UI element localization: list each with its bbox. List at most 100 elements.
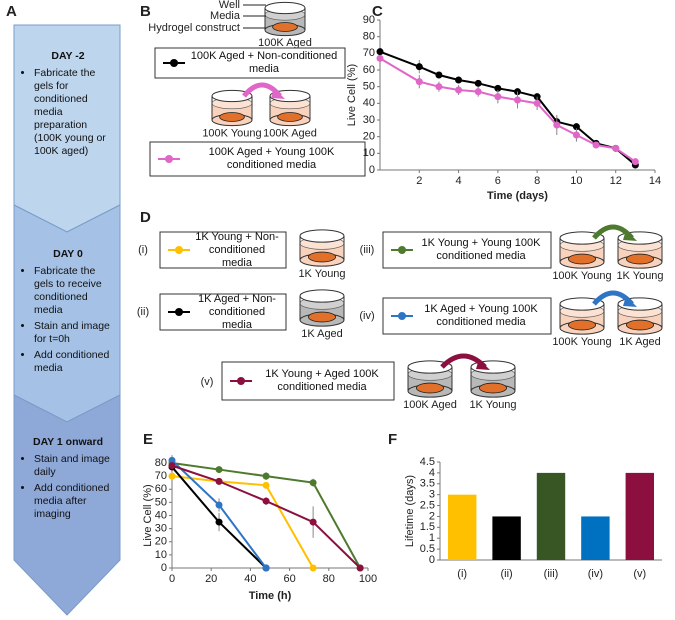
- transfer-arrow-head: [623, 230, 637, 241]
- point: [631, 158, 639, 166]
- bar: [581, 516, 610, 560]
- point: [168, 456, 176, 464]
- point: [514, 96, 521, 104]
- x-tick-label: 40: [244, 573, 256, 585]
- transfer-arrow-head: [271, 88, 285, 99]
- bar: [625, 472, 655, 560]
- y-tick-label: 70: [363, 47, 375, 59]
- point: [215, 466, 223, 474]
- y-tick-label: 50: [155, 496, 167, 508]
- well-label: 100K Young: [552, 336, 611, 348]
- point: [474, 88, 482, 96]
- row-numeral: (iii): [360, 244, 375, 256]
- point: [309, 479, 317, 487]
- y-tick-label: 4: [429, 467, 435, 479]
- well-rim: [559, 231, 605, 245]
- x-tick-label: 100: [359, 573, 377, 585]
- legend-text: 1K Aged + Young 100K conditioned media: [424, 303, 538, 328]
- x-tick-label: 80: [323, 573, 335, 585]
- panel-label: B: [140, 3, 151, 20]
- x-tick-label: 20: [205, 573, 217, 585]
- y-tick-label: 30: [155, 523, 167, 535]
- series-line: [171, 475, 314, 569]
- point: [533, 99, 541, 107]
- point: [553, 121, 561, 129]
- point: [435, 71, 443, 79]
- point: [215, 518, 223, 526]
- y-tick-label: 1.5: [420, 521, 435, 533]
- hydrogel: [415, 382, 445, 394]
- y-tick-label: 60: [155, 483, 167, 495]
- y-axis-title: Live Cell (%): [346, 64, 358, 126]
- step-item: Stain and image for t=0h: [34, 320, 114, 346]
- hydrogel: [272, 22, 298, 32]
- point: [262, 481, 270, 489]
- legend-box: [154, 47, 346, 79]
- y-tick-label: 1: [429, 532, 435, 544]
- well-label: 1K Young: [469, 399, 516, 411]
- point: [262, 564, 270, 572]
- step-item: Stain and image daily: [34, 453, 114, 479]
- legend-marker: [398, 312, 406, 320]
- well-rim: [299, 289, 345, 303]
- legend-marker: [237, 377, 245, 385]
- y-tick-label: 0: [369, 164, 375, 176]
- hydrogel: [277, 112, 303, 122]
- point: [612, 144, 620, 152]
- x-tick-label: 2: [416, 175, 422, 187]
- well-rim: [299, 229, 345, 243]
- legend-box: [382, 231, 552, 269]
- well-label: 1K Aged: [619, 336, 661, 348]
- point: [592, 141, 600, 149]
- y-tick-label: 3.5: [420, 478, 435, 490]
- y-tick-label: 50: [363, 81, 375, 93]
- legend-text: 100K Aged + Young 100K conditioned media: [208, 146, 335, 171]
- legend-marker: [170, 59, 178, 67]
- point: [474, 79, 482, 87]
- x-tick-label: (iv): [588, 568, 603, 580]
- step-list: Fabricate the gels to receive conditione…: [22, 265, 114, 375]
- x-tick-label: 0: [169, 573, 175, 585]
- row-numeral: (v): [201, 376, 214, 388]
- point: [309, 564, 317, 572]
- y-tick-label: 10: [363, 147, 375, 159]
- step-list: Stain and image daily Add conditioned med…: [22, 453, 114, 521]
- point: [435, 83, 443, 91]
- legend-text: 1K Young + Aged 100K conditioned media: [265, 368, 379, 393]
- x-tick-label: 10: [570, 175, 582, 187]
- y-tick-label: 60: [363, 64, 375, 76]
- well-label: 100K Young: [552, 270, 611, 282]
- point: [168, 462, 176, 470]
- step-title: DAY 0: [53, 248, 83, 260]
- well-rim: [559, 297, 605, 311]
- y-tick-label: 10: [155, 549, 167, 561]
- point: [376, 48, 384, 56]
- row-numeral: (i): [138, 244, 148, 256]
- step-title: DAY 1 onward: [32, 436, 104, 448]
- legend-marker: [398, 246, 406, 254]
- panel-label: F: [388, 431, 397, 448]
- x-tick-label: (i): [457, 568, 467, 580]
- step-item: Add conditioned media after imaging: [34, 482, 114, 521]
- bar: [492, 516, 521, 560]
- y-tick-label: 0: [161, 562, 167, 574]
- step-shape: [13, 394, 121, 616]
- y-tick-label: 20: [363, 131, 375, 143]
- hydrogel: [625, 319, 655, 331]
- step: DAY -2 Fabricate the gels for conditioned…: [22, 50, 114, 161]
- part-label: Well: [219, 0, 240, 11]
- well-label: 100K Aged: [403, 399, 457, 411]
- hydrogel: [567, 319, 597, 331]
- hydrogel: [567, 253, 597, 265]
- point: [215, 477, 223, 485]
- y-tick-label: 3: [429, 489, 435, 501]
- x-axis-title: Time (h): [249, 590, 292, 602]
- legend-text: 1K Young + Young 100K conditioned media: [421, 237, 541, 262]
- hydrogel: [478, 382, 508, 394]
- x-tick-label: 8: [534, 175, 540, 187]
- y-tick-label: 40: [363, 97, 375, 109]
- point: [168, 472, 176, 480]
- point: [572, 131, 580, 139]
- y-tick-label: 2: [429, 510, 435, 522]
